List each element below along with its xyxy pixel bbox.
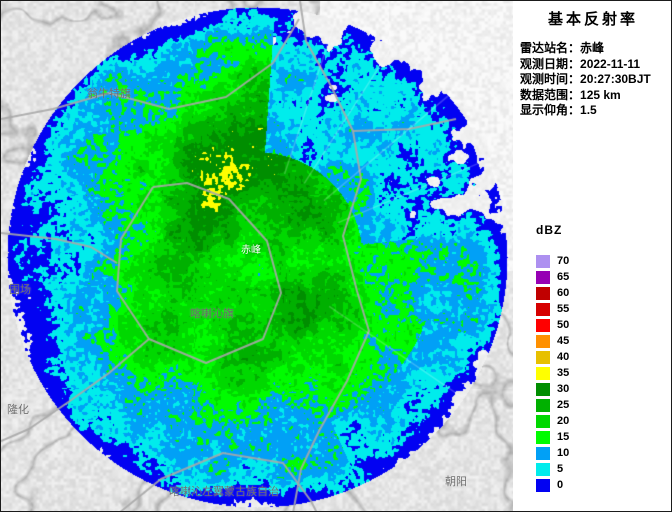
- legend-color-swatch: [536, 446, 550, 460]
- field-value: 2022-11-11: [580, 56, 641, 71]
- legend-color-swatch: [536, 302, 550, 316]
- legend-value-label: 30: [557, 383, 570, 395]
- legend-entries: 70 65 60 55 50 45 40 35 30 25 20: [536, 253, 569, 493]
- map-label: 喀喇沁左翼蒙古族自治: [169, 486, 279, 498]
- product-title: 基本反射率: [547, 11, 638, 28]
- legend-entry: 65: [536, 269, 569, 285]
- field-label: 雷达站名：: [520, 41, 581, 55]
- info-field: 观测时间：20:27:30BJT: [520, 72, 671, 88]
- info-field: 雷达站名：赤峰: [520, 41, 671, 57]
- legend-color-swatch: [536, 254, 550, 268]
- legend-color-swatch: [536, 430, 550, 444]
- legend-color-swatch: [536, 334, 550, 348]
- field-value: 125 km: [580, 87, 621, 102]
- legend-color-swatch: [536, 366, 550, 380]
- legend-entry: 25: [536, 397, 569, 413]
- legend-color-swatch: [536, 350, 550, 364]
- map-label: 隆化: [7, 404, 29, 416]
- legend-value-label: 40: [557, 351, 570, 363]
- legend-entry: 20: [536, 413, 569, 429]
- legend-value-label: 15: [557, 431, 570, 443]
- field-label: 显示仰角：: [520, 103, 581, 117]
- legend-entry: 45: [536, 333, 569, 349]
- legend-color-swatch: [536, 414, 550, 428]
- legend-value-label: 20: [557, 415, 570, 427]
- legend-color-swatch: [536, 318, 550, 332]
- legend-value-label: 25: [557, 399, 570, 411]
- info-field: 数据范围：125 km: [520, 87, 671, 104]
- legend-entry: 60: [536, 285, 569, 301]
- map-label: 翁牛特旗: [87, 88, 131, 100]
- legend-entry: 50: [536, 317, 569, 333]
- map-label: 喀喇沁旗: [190, 308, 234, 320]
- field-value: 1.5: [580, 103, 597, 117]
- map-label: 朝阳: [445, 476, 467, 488]
- info-field: 观测日期：2022-11-11: [520, 56, 671, 73]
- legend-color-swatch: [536, 462, 550, 476]
- legend-value-label: 55: [557, 303, 570, 315]
- legend-value-label: 65: [557, 271, 570, 283]
- info-field: 显示仰角：1.5: [520, 103, 671, 119]
- legend-entry: 5: [536, 461, 569, 477]
- legend-value-label: 60: [557, 287, 570, 299]
- legend-color-swatch: [536, 478, 550, 492]
- info-panel: 基本反射率 雷达站名：赤峰 观测日期：2022-11-11 观测时间：20:27…: [513, 1, 671, 511]
- legend-value-label: 50: [557, 319, 570, 331]
- legend-value-label: 70: [557, 255, 570, 267]
- radar-ppi-display: 翁牛特旗围场喀喇沁旗隆化朝阳喀喇沁左翼蒙古族自治 赤峰: [1, 1, 513, 511]
- legend-color-swatch: [536, 270, 550, 284]
- legend-entry: 55: [536, 301, 569, 317]
- dbz-legend: dBZ 70 65 60 55 50 45 40 35 30 25: [536, 223, 569, 493]
- legend-value-label: 45: [557, 335, 570, 347]
- legend-value-label: 10: [557, 447, 570, 459]
- legend-value-label: 0: [557, 479, 564, 491]
- legend-entry: 0: [536, 477, 569, 493]
- field-value: 赤峰: [580, 41, 605, 55]
- map-label: 赤峰: [241, 245, 261, 256]
- field-value: 20:27:30BJT: [580, 72, 651, 86]
- legend-entry: 30: [536, 381, 569, 397]
- legend-entry: 40: [536, 349, 569, 365]
- radar-ppi-canvas: [1, 1, 513, 511]
- field-label: 观测日期：: [520, 56, 581, 71]
- legend-value-label: 35: [557, 367, 570, 379]
- legend-entry: 15: [536, 429, 569, 445]
- map-label: 围场: [9, 284, 31, 296]
- station-info-fields: 雷达站名：赤峰 观测日期：2022-11-11 观测时间：20:27:30BJT…: [520, 41, 671, 119]
- legend-color-swatch: [536, 382, 550, 396]
- legend-entry: 10: [536, 445, 569, 461]
- legend-unit-label: dBZ: [536, 223, 563, 237]
- legend-entry: 70: [536, 253, 569, 269]
- field-label: 数据范围：: [520, 87, 581, 102]
- legend-entry: 35: [536, 365, 569, 381]
- field-label: 观测时间：: [520, 72, 581, 86]
- legend-color-swatch: [536, 286, 550, 300]
- legend-color-swatch: [536, 398, 550, 412]
- legend-value-label: 5: [557, 463, 564, 475]
